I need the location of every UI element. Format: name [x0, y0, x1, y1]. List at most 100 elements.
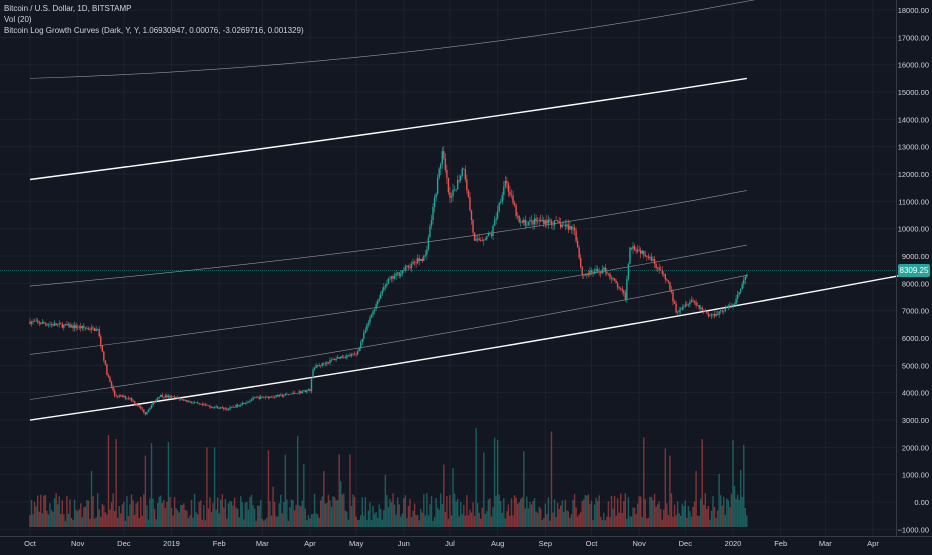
volume-bar [349, 454, 351, 527]
candle-body [98, 329, 100, 337]
volume-bar [553, 499, 556, 527]
volume-bar [204, 520, 207, 527]
candle-body [343, 357, 345, 358]
volume-bar [721, 505, 723, 527]
candle-body [296, 393, 299, 394]
candle-body [584, 275, 587, 276]
candle-body [303, 390, 305, 392]
log-growth-indicator-title[interactable]: Bitcoin Log Growth Curves (Dark, Y, Y, 1… [4, 26, 304, 35]
candle-body [195, 402, 197, 403]
volume-bar [398, 504, 400, 527]
candle-body [218, 408, 220, 409]
candle-body [727, 305, 730, 308]
volume-bar [181, 505, 183, 527]
candle-body [561, 225, 563, 228]
candle-body [50, 324, 53, 325]
volume-bar [307, 515, 310, 527]
candle-body [679, 309, 682, 311]
candle-body [433, 197, 436, 207]
volume-bar [644, 499, 647, 527]
volume-bar [358, 519, 360, 527]
volume-bar [438, 509, 440, 527]
volume-bar [726, 498, 728, 527]
volume-bar [258, 505, 260, 527]
candle-body [620, 288, 622, 289]
candle-body [246, 402, 248, 403]
candle-body [169, 395, 171, 398]
volume-bar [469, 509, 471, 527]
candle-body [378, 298, 380, 301]
volume-bar [316, 514, 319, 527]
candle-body [78, 326, 80, 328]
x-tick-label: Feb [213, 539, 226, 548]
volume-bar [473, 515, 476, 527]
candle-body [543, 220, 545, 225]
y-tick-label: 7000.00 [902, 307, 929, 316]
candle-body [423, 255, 425, 262]
candle-body [66, 324, 68, 326]
candle-body [432, 206, 434, 220]
x-tick-label: Dec [117, 539, 131, 548]
candle-body [283, 395, 285, 397]
volume-bar [60, 514, 62, 527]
volume-bar [604, 520, 607, 527]
volume-bar [524, 508, 527, 527]
volume-bar [112, 493, 114, 527]
volume-bar [80, 503, 82, 527]
volume-bar [416, 514, 419, 527]
candle-body [369, 317, 371, 323]
volume-bar [220, 499, 222, 527]
candle-body [33, 321, 36, 322]
volume-bar [87, 500, 90, 527]
candle-body [706, 311, 708, 314]
candle-body [449, 192, 451, 198]
candle-body [118, 395, 120, 397]
volume-bar [247, 509, 250, 527]
volume-bar [153, 508, 156, 527]
volume-bar [427, 515, 430, 527]
volume-bar [560, 505, 562, 527]
candle-body [144, 412, 147, 415]
volume-bar [566, 510, 568, 527]
candle-body [301, 391, 303, 394]
candle-body [275, 394, 277, 398]
candle-body [569, 226, 571, 230]
volume-bar [616, 498, 619, 527]
candle-body [527, 221, 530, 225]
volume-bar [195, 512, 197, 527]
volume-bar [621, 513, 623, 527]
candle-body [613, 278, 616, 281]
candle-body [389, 278, 391, 280]
volume-bar [41, 513, 44, 527]
volume-bar [90, 470, 93, 527]
volume-bar [504, 518, 507, 527]
candle-body [707, 313, 710, 317]
volume-bar [93, 518, 96, 527]
candle-body [650, 256, 653, 261]
candle-body [421, 258, 423, 262]
symbol-title[interactable]: Bitcoin / U.S. Dollar, 1D, BITSTAMP [4, 4, 132, 13]
volume-bar [669, 455, 671, 527]
y-tick-label: 8000.00 [902, 279, 929, 288]
candle-body [126, 397, 128, 399]
candle-body [203, 404, 205, 405]
candle-body [278, 394, 280, 397]
volume-bar [155, 519, 157, 527]
volume-bar [633, 507, 636, 527]
volume-bar [355, 516, 357, 527]
candle-body [96, 329, 99, 330]
candle-body [193, 402, 196, 404]
y-tick-label: 16000.00 [898, 61, 929, 70]
candle-body [186, 400, 188, 402]
volume-bar [146, 505, 148, 527]
candle-body [627, 263, 630, 280]
volume-bar [223, 507, 225, 527]
volume-indicator-title[interactable]: Vol (20) [4, 15, 32, 24]
candle-body [87, 328, 90, 330]
candle-body [604, 267, 607, 272]
volume-bar [446, 496, 448, 527]
volume-bar [381, 519, 383, 527]
volume-bar [563, 511, 565, 527]
